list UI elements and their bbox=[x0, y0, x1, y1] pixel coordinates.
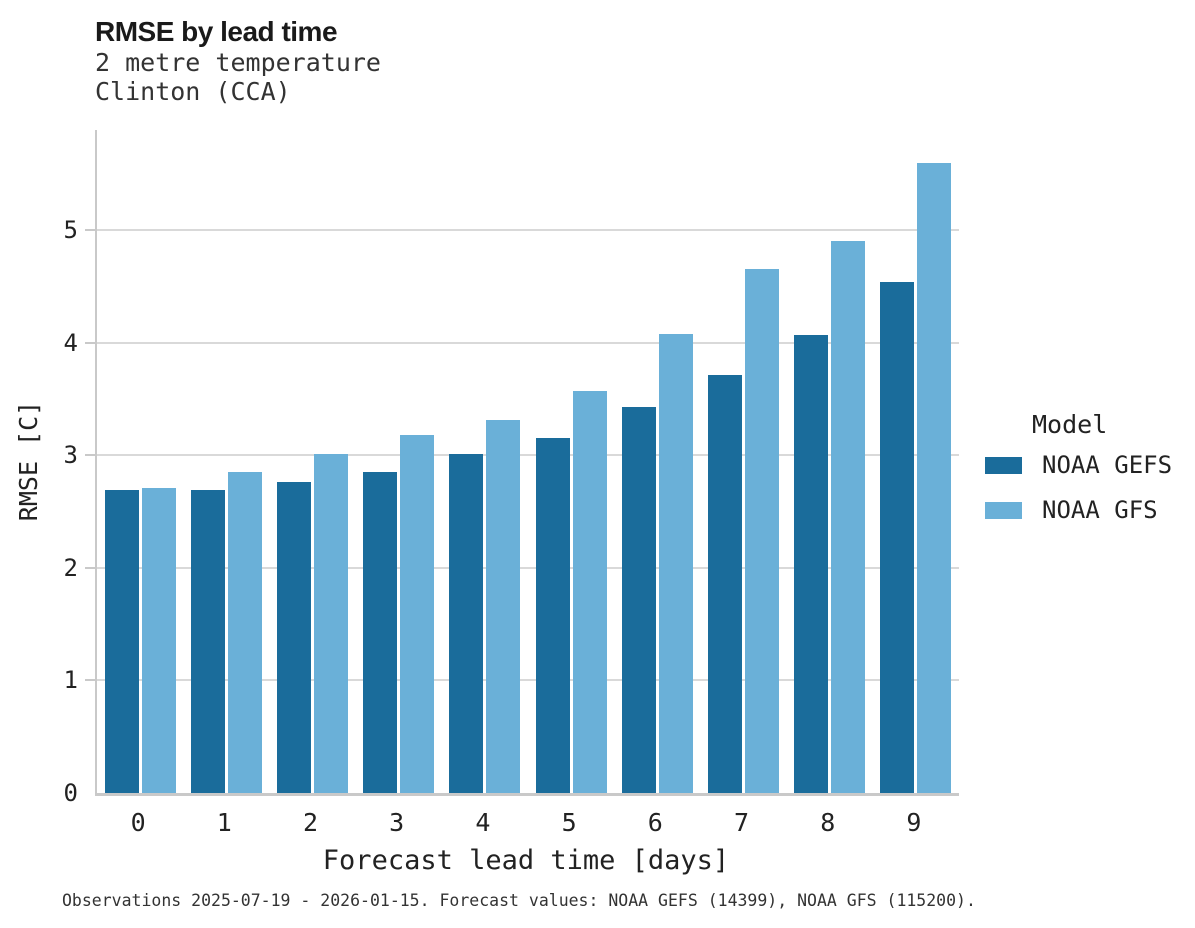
gridline-y1 bbox=[97, 679, 959, 682]
gridline-y2 bbox=[97, 566, 959, 569]
bar-group-lead-5 bbox=[528, 130, 614, 793]
bar-group-lead-1 bbox=[183, 130, 269, 793]
x-tick-label-6: 6 bbox=[647, 808, 663, 837]
y-tick-mark bbox=[85, 229, 95, 232]
legend-entries: NOAA GEFS NOAA GFS bbox=[985, 451, 1172, 524]
bar-noaa-gfs-lead-3 bbox=[400, 435, 435, 793]
gridline-y5 bbox=[97, 229, 959, 232]
chart-header: RMSE by lead time 2 metre temperature Cl… bbox=[95, 16, 381, 106]
figure-caption: Observations 2025-07-19 - 2026-01-15. Fo… bbox=[62, 891, 976, 910]
bar-noaa-gefs-lead-7 bbox=[708, 375, 743, 793]
chart-subtitle-variable: 2 metre temperature bbox=[95, 48, 381, 77]
y-tick-label: 2 bbox=[63, 553, 78, 582]
bar-noaa-gfs-lead-7 bbox=[745, 268, 780, 793]
legend-swatch bbox=[985, 456, 1022, 474]
legend-title: Model bbox=[1032, 410, 1108, 439]
bar-noaa-gefs-lead-4 bbox=[449, 454, 484, 793]
bar-noaa-gefs-lead-6 bbox=[621, 406, 656, 793]
bar-group-lead-0 bbox=[97, 130, 183, 793]
y-tick-label: 1 bbox=[63, 666, 78, 695]
chart-title: RMSE by lead time bbox=[95, 16, 338, 47]
bar-noaa-gfs-lead-6 bbox=[658, 333, 693, 793]
plot-area bbox=[85, 130, 959, 796]
x-tick-label-1: 1 bbox=[216, 808, 232, 837]
x-tick-label-9: 9 bbox=[906, 808, 922, 837]
gridline-y4 bbox=[97, 341, 959, 344]
bar-group-lead-2 bbox=[269, 130, 355, 793]
legend-entry-noaa-gefs: NOAA GEFS bbox=[985, 451, 1172, 479]
y-tick-mark bbox=[85, 454, 95, 457]
x-axis-title: Forecast lead time [days] bbox=[322, 845, 730, 876]
y-tick-mark bbox=[85, 341, 95, 344]
x-tick-label-8: 8 bbox=[820, 808, 836, 837]
y-tick-mark bbox=[85, 679, 95, 682]
bar-group-lead-9 bbox=[873, 130, 959, 793]
bar-noaa-gfs-lead-4 bbox=[486, 420, 521, 793]
y-tick-mark bbox=[85, 566, 95, 569]
x-axis-tick-labels: 0 1 2 3 4 5 6 7 8 9 bbox=[95, 808, 957, 837]
bar-group-lead-8 bbox=[787, 130, 873, 793]
bar-noaa-gefs-lead-5 bbox=[535, 438, 570, 793]
bar-noaa-gfs-lead-5 bbox=[572, 391, 607, 793]
bar-groups bbox=[97, 130, 959, 793]
y-tick-label: 4 bbox=[63, 328, 78, 357]
x-tick-label-4: 4 bbox=[475, 808, 491, 837]
legend-entry-noaa-gfs: NOAA GFS bbox=[985, 496, 1172, 524]
x-tick-label-3: 3 bbox=[389, 808, 405, 837]
bar-noaa-gfs-lead-0 bbox=[141, 488, 176, 793]
x-tick-label-5: 5 bbox=[561, 808, 577, 837]
y-tick-label: 3 bbox=[63, 441, 78, 470]
chart-subtitle-station: Clinton (CCA) bbox=[95, 77, 291, 106]
bar-noaa-gefs-lead-3 bbox=[363, 472, 398, 793]
bar-noaa-gefs-lead-1 bbox=[190, 490, 225, 793]
bar-group-lead-4 bbox=[442, 130, 528, 793]
bar-noaa-gfs-lead-1 bbox=[227, 472, 262, 793]
legend: Model NOAA GEFS NOAA GFS bbox=[985, 410, 1172, 541]
gridline-y3 bbox=[97, 454, 959, 457]
bar-group-lead-6 bbox=[614, 130, 700, 793]
x-tick-label-7: 7 bbox=[733, 808, 750, 837]
bar-noaa-gefs-lead-9 bbox=[880, 282, 915, 793]
x-tick-label-2: 2 bbox=[302, 808, 319, 837]
bar-noaa-gefs-lead-8 bbox=[794, 334, 829, 793]
x-tick-label-0: 0 bbox=[130, 808, 146, 837]
bar-noaa-gfs-lead-2 bbox=[314, 454, 348, 793]
bar-group-lead-3 bbox=[356, 130, 442, 793]
bar-noaa-gfs-lead-9 bbox=[917, 162, 952, 793]
y-axis-title-text: RMSE [C] bbox=[14, 400, 43, 522]
legend-swatch bbox=[985, 501, 1022, 519]
bar-noaa-gefs-lead-0 bbox=[104, 490, 139, 793]
y-tick-label: 0 bbox=[63, 779, 78, 807]
legend-label: NOAA GEFS bbox=[1042, 451, 1173, 479]
bar-noaa-gefs-lead-2 bbox=[277, 482, 311, 793]
bar-noaa-gfs-lead-8 bbox=[831, 241, 866, 793]
bar-group-lead-7 bbox=[700, 130, 786, 793]
legend-label: NOAA GFS bbox=[1042, 496, 1158, 524]
y-tick-label: 5 bbox=[63, 216, 78, 245]
